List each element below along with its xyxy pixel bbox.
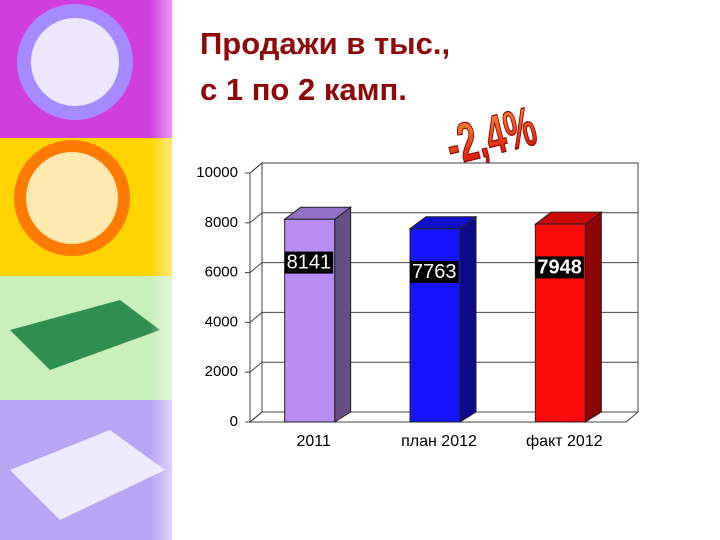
bar (534, 223, 586, 423)
x-tick-label: 2011 (296, 433, 331, 450)
value-label-box (284, 251, 334, 274)
x-tick-label: план 2012 (401, 433, 477, 450)
grid-line (249, 361, 263, 373)
books-icon (10, 300, 160, 370)
y-tick-label: 6000 (205, 264, 238, 281)
grid-line (249, 162, 263, 174)
clock-face (26, 152, 118, 244)
y-tick-label: 2000 (205, 363, 238, 380)
bar-side (459, 215, 477, 423)
y-tick-label: 0 (230, 413, 238, 430)
side-wall (249, 161, 263, 424)
papers-icon (10, 430, 165, 520)
x-tick-label: факт 2012 (526, 433, 603, 450)
y-tick-label: 10000 (196, 164, 238, 181)
y-tick-label: 8000 (205, 214, 238, 231)
grid-line (249, 212, 263, 224)
grid-line (249, 411, 263, 423)
value-label: 7763 (412, 261, 457, 283)
value-label-box (410, 260, 459, 283)
fade-strip (150, 0, 195, 540)
bar-side (584, 211, 602, 423)
bar-side (334, 206, 352, 423)
grid-line (249, 312, 263, 323)
y-tick-label: 4000 (205, 313, 238, 330)
grid-line (249, 262, 263, 273)
bar (409, 228, 461, 423)
bar (284, 218, 336, 423)
value-label: 7948 (537, 256, 582, 278)
title-line: с 1 по 2 камп. (200, 72, 407, 107)
clock-face (31, 18, 119, 106)
value-label: 8141 (287, 252, 332, 274)
title-line: Продажи в тыс., (200, 26, 450, 61)
value-label-box (535, 256, 584, 279)
